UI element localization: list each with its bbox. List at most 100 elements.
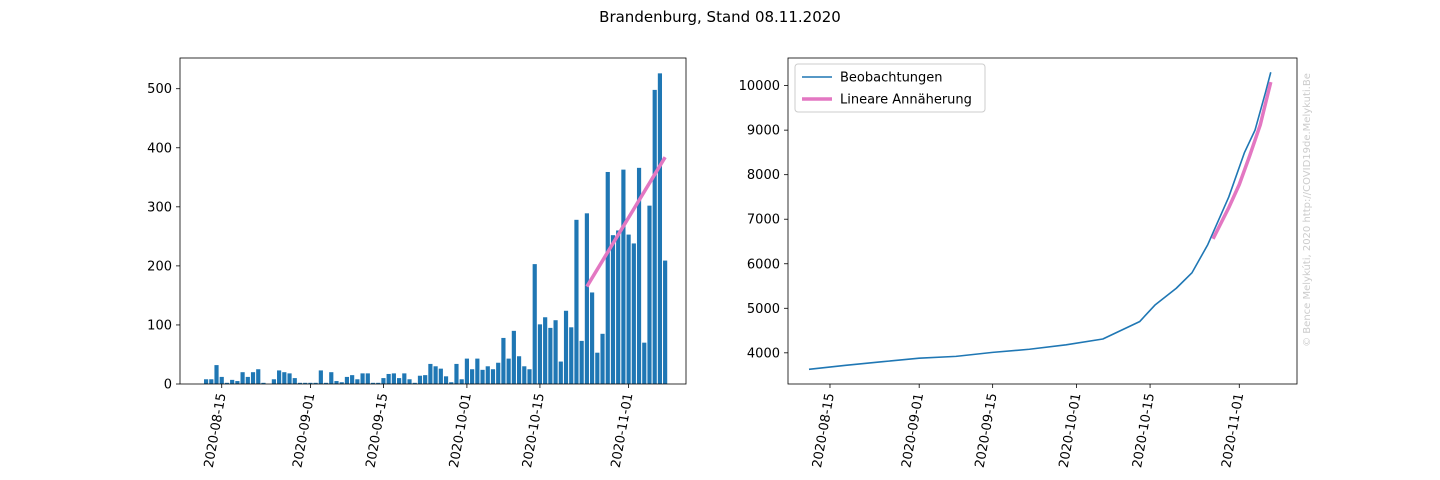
daily-bar xyxy=(339,382,344,384)
daily-bar xyxy=(480,369,485,384)
right-xtick-label: 2020-10-15 xyxy=(1130,392,1158,469)
daily-bar xyxy=(485,366,490,384)
daily-cases-panel: 0 100 200 300 400 500 2020-08-15 2020-09-01 2020… xyxy=(147,57,687,469)
daily-bar xyxy=(459,379,464,384)
daily-bar xyxy=(397,378,402,384)
daily-bar xyxy=(407,379,412,384)
daily-bar xyxy=(642,342,647,384)
right-xtick-label: 2020-09-15 xyxy=(973,392,1001,469)
daily-bar xyxy=(636,167,642,384)
left-ytick-label: 0 xyxy=(164,378,172,393)
daily-bar xyxy=(631,243,636,384)
daily-bar xyxy=(490,369,496,384)
daily-bar xyxy=(292,378,297,384)
right-ytick-label: 4000 xyxy=(747,346,780,361)
daily-bar xyxy=(579,340,584,384)
daily-bar xyxy=(605,171,610,384)
daily-bar xyxy=(626,234,631,384)
daily-bar xyxy=(370,382,376,384)
daily-bar xyxy=(516,356,522,384)
daily-bar xyxy=(365,373,370,384)
watermark: © Bence Melykúti, 2020 http://COVID19de.… xyxy=(1301,73,1313,347)
daily-bar xyxy=(245,376,250,384)
daily-bar xyxy=(657,73,663,384)
left-ytick-label: 500 xyxy=(147,82,172,97)
daily-bar xyxy=(454,363,459,384)
daily-bar xyxy=(313,382,318,384)
daily-bar xyxy=(344,376,350,384)
daily-bar xyxy=(271,379,276,384)
daily-bar xyxy=(647,205,652,384)
left-ytick-label: 100 xyxy=(147,318,172,333)
daily-bar xyxy=(203,379,209,384)
daily-bar xyxy=(470,369,475,384)
left-xtick-label: 2020-08-15 xyxy=(202,392,230,469)
daily-bar xyxy=(334,381,339,384)
daily-bar xyxy=(219,376,224,384)
daily-bar xyxy=(532,264,537,384)
daily-bar xyxy=(553,320,558,384)
daily-bar xyxy=(522,366,527,384)
daily-bar xyxy=(610,235,616,384)
left-ytick-label: 200 xyxy=(147,259,172,274)
daily-bar xyxy=(240,372,245,384)
left-xtick-label: 2020-09-15 xyxy=(363,392,391,469)
daily-bar xyxy=(355,379,360,384)
daily-bar xyxy=(595,352,600,384)
daily-bar xyxy=(323,382,329,384)
daily-bar xyxy=(214,365,219,384)
daily-bar xyxy=(563,310,569,384)
legend-label: Beobachtungen xyxy=(840,71,943,86)
daily-bar xyxy=(224,382,230,384)
figure-title: Brandenburg, Stand 08.11.2020 xyxy=(599,8,841,26)
daily-bar xyxy=(506,358,511,384)
daily-bar xyxy=(391,373,396,384)
daily-bar xyxy=(381,378,386,384)
daily-bar xyxy=(360,373,365,384)
daily-bar xyxy=(423,375,428,384)
daily-bar xyxy=(329,372,334,384)
legend-box xyxy=(794,63,986,113)
daily-bar xyxy=(663,260,668,384)
daily-bar xyxy=(537,324,543,384)
daily-bar xyxy=(438,368,443,384)
daily-bar xyxy=(496,362,501,384)
daily-bar xyxy=(584,213,589,384)
daily-bar xyxy=(464,358,469,384)
daily-bar xyxy=(235,381,240,384)
left-xtick-label: 2020-11-01 xyxy=(609,392,637,469)
daily-bar xyxy=(230,379,235,384)
daily-bar xyxy=(209,379,214,384)
daily-bar xyxy=(443,376,449,384)
daily-bar xyxy=(318,370,323,384)
daily-bar xyxy=(303,382,308,384)
linear-fit-line xyxy=(1211,81,1273,240)
daily-bar xyxy=(543,317,548,384)
daily-bar xyxy=(376,382,381,384)
daily-bar xyxy=(297,382,303,384)
cumulative-cases-panel: 4000 5000 6000 7000 8000 9000 10000 2020-08-15 2… xyxy=(739,57,1298,469)
right-xtick-label: 2020-08-15 xyxy=(810,392,838,469)
daily-bar xyxy=(511,330,516,384)
daily-bar xyxy=(402,373,407,384)
daily-bar xyxy=(449,382,454,384)
right-xtick-label: 2020-09-01 xyxy=(899,392,927,469)
legend: Beobachtungen Lineare Annäherung xyxy=(794,63,986,113)
daily-bar xyxy=(282,372,287,384)
legend-label: Lineare Annäherung xyxy=(840,93,972,108)
daily-bar xyxy=(256,369,261,384)
daily-bar xyxy=(501,337,506,384)
daily-bar xyxy=(527,369,532,384)
right-ytick-label: 10000 xyxy=(739,79,780,94)
daily-bar xyxy=(417,375,423,384)
right-xtick-label: 2020-10-01 xyxy=(1057,392,1085,469)
daily-bar xyxy=(574,219,579,384)
daily-bar xyxy=(350,375,355,384)
daily-bar xyxy=(433,366,438,384)
daily-bar xyxy=(590,292,595,384)
right-ytick-label: 5000 xyxy=(747,302,780,317)
left-xtick-label: 2020-10-15 xyxy=(520,392,548,469)
left-xtick-label: 2020-10-01 xyxy=(447,392,475,469)
observations-line xyxy=(808,72,1272,371)
